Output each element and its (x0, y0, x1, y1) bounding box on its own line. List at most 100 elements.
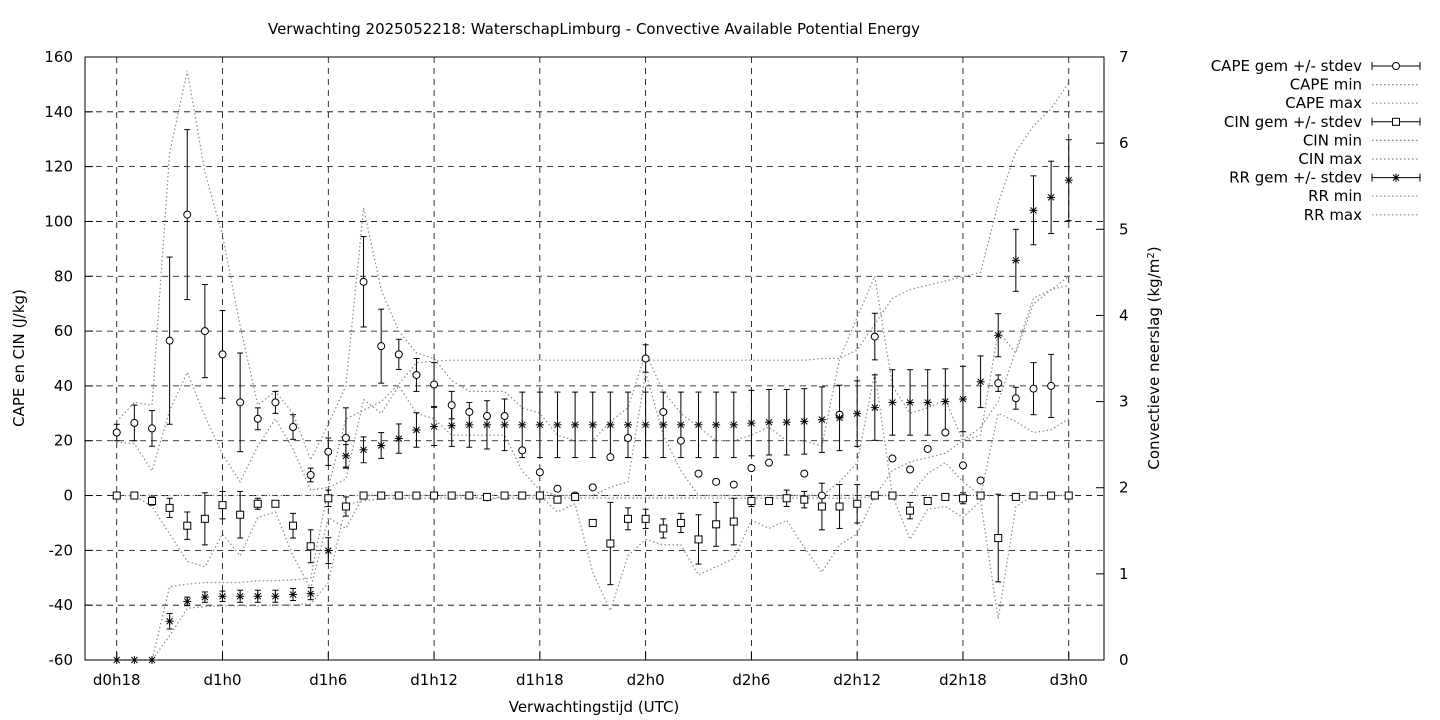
y-tick-label: -20 (49, 541, 74, 559)
data-point-star (729, 420, 738, 429)
data-point-star (817, 415, 826, 424)
data-point-square (535, 491, 544, 500)
legend-label: CAPE gem +/- stdev (1211, 57, 1362, 75)
data-point-star (412, 425, 421, 434)
data-point-star (218, 592, 227, 601)
data-point-circle (165, 336, 174, 345)
data-point-circle (747, 464, 756, 473)
data-point-square (958, 494, 967, 503)
data-point-star (200, 593, 209, 602)
data-point-square (306, 542, 315, 551)
data-point-star (430, 422, 439, 431)
data-point-star (782, 418, 791, 427)
data-point-star (641, 420, 650, 429)
y2-tick-label: 5 (1119, 220, 1129, 238)
data-point-circle (1029, 384, 1038, 393)
data-point-star (1064, 176, 1073, 185)
series-8-dotted-line (116, 82, 1070, 661)
y-tick-label: 40 (54, 377, 73, 395)
data-point-circle (712, 477, 721, 486)
y-tick-label: 120 (44, 158, 73, 176)
legend-label: CIN min (1303, 131, 1362, 149)
plot-border (84, 56, 1105, 661)
data-point-square (218, 501, 227, 510)
data-point-square (694, 535, 703, 544)
data-point-star (165, 617, 174, 626)
data-point-circle (341, 433, 350, 442)
data-point-circle (888, 454, 897, 463)
data-point-star (1011, 256, 1020, 265)
data-point-square (341, 502, 350, 511)
data-point-star (1047, 193, 1056, 202)
data-point-square (800, 495, 809, 504)
data-point-circle (1011, 394, 1020, 403)
data-point-circle (218, 350, 227, 359)
data-point-square (430, 491, 439, 500)
data-point-square (500, 491, 509, 500)
data-point-circle (147, 424, 156, 433)
grid-lines (85, 57, 1104, 660)
y2-tick-label: 7 (1119, 48, 1129, 66)
x-tick-label: d1h0 (203, 671, 241, 689)
legend-label: CIN max (1298, 150, 1362, 168)
data-point-star (606, 420, 615, 429)
x-tick-label: d2h0 (627, 671, 665, 689)
data-point-square (324, 494, 333, 503)
data-point-circle (112, 428, 121, 437)
data-point-star (289, 590, 298, 599)
data-point-circle (817, 491, 826, 500)
x-tick-label: d0h18 (93, 671, 141, 689)
data-point-square (853, 499, 862, 508)
data-point-square (571, 492, 580, 501)
data-point-square (482, 492, 491, 501)
data-point-star (500, 420, 509, 429)
data-markers (112, 176, 1073, 664)
data-point-star (958, 394, 967, 403)
data-point-circle (412, 370, 421, 379)
y2-tick-label: 6 (1119, 134, 1129, 152)
legend-label: RR gem +/- stdev (1229, 169, 1362, 187)
legend-marker-square (1392, 117, 1400, 126)
data-point-circle (641, 354, 650, 363)
legend-label: RR max (1304, 206, 1362, 224)
data-point-circle (994, 379, 1003, 388)
data-point-circle (482, 412, 491, 421)
data-point-star (447, 421, 456, 430)
data-point-square (994, 534, 1003, 543)
data-point-star (694, 420, 703, 429)
data-point-star (359, 445, 368, 454)
data-point-star (835, 413, 844, 422)
y-tick-label: 140 (44, 103, 73, 121)
legend-label: CIN gem +/- stdev (1224, 113, 1362, 131)
data-point-star (994, 331, 1003, 340)
y-tick-label: 60 (54, 322, 73, 340)
data-point-square (1029, 491, 1038, 500)
data-point-star (465, 420, 474, 429)
y2-tick-labels: 0 1 2 3 4 5 6 7 (1119, 48, 1129, 669)
data-point-circle (253, 414, 262, 423)
data-point-circle (588, 483, 597, 492)
data-point-circle (694, 469, 703, 478)
data-point-star (377, 441, 386, 450)
data-point-square (447, 491, 456, 500)
data-point-star (588, 420, 597, 429)
data-point-square (641, 514, 650, 523)
data-point-star (394, 434, 403, 443)
data-point-circle (800, 469, 809, 478)
data-point-circle (518, 446, 527, 455)
data-point-square (588, 518, 597, 527)
data-point-star (535, 420, 544, 429)
data-point-star (800, 417, 809, 426)
y2-tick-label: 2 (1119, 479, 1129, 497)
data-point-star (676, 420, 685, 429)
data-point-star (765, 418, 774, 427)
data-point-star (571, 420, 580, 429)
series-7-dotted-line (116, 284, 1069, 661)
data-point-square (518, 491, 527, 500)
x-axis-label: Verwachtingstijd (UTC) (509, 698, 680, 716)
data-point-circle (729, 480, 738, 489)
data-point-circle (430, 380, 439, 389)
y-tick-label: 100 (44, 212, 73, 230)
error-bars (113, 129, 1072, 630)
